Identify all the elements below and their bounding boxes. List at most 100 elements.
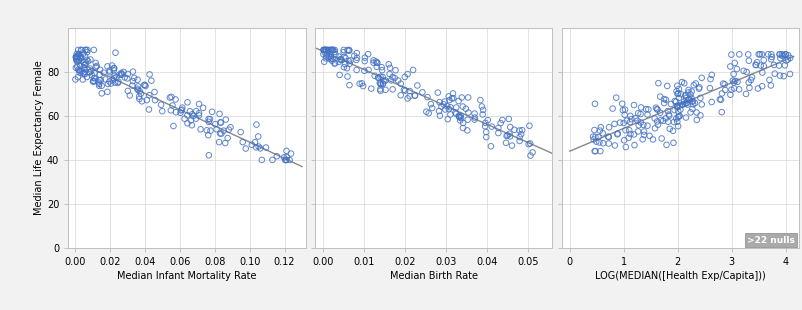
Point bbox=[76, 77, 89, 82]
Point bbox=[640, 123, 653, 128]
Point bbox=[280, 157, 293, 162]
Point bbox=[623, 131, 636, 136]
Point bbox=[607, 122, 620, 126]
Point bbox=[654, 117, 666, 122]
Point bbox=[663, 101, 676, 106]
Point bbox=[196, 105, 209, 110]
Point bbox=[169, 97, 182, 102]
Point bbox=[764, 52, 777, 57]
Point bbox=[79, 69, 91, 74]
Point bbox=[745, 75, 758, 80]
Point bbox=[374, 81, 387, 86]
Point bbox=[328, 47, 341, 52]
Point bbox=[383, 72, 395, 77]
Point bbox=[670, 105, 683, 110]
Point bbox=[678, 95, 691, 100]
Point bbox=[622, 128, 635, 133]
Point bbox=[249, 145, 262, 150]
Point bbox=[586, 134, 599, 139]
Point bbox=[476, 112, 488, 117]
Point bbox=[277, 155, 290, 160]
Point bbox=[443, 98, 456, 103]
Point bbox=[628, 116, 641, 121]
Point bbox=[133, 89, 146, 94]
Point bbox=[342, 47, 355, 52]
Point bbox=[432, 108, 445, 113]
Point bbox=[681, 90, 694, 95]
Point bbox=[325, 47, 338, 52]
Point bbox=[373, 81, 386, 86]
Point bbox=[356, 84, 369, 89]
Point bbox=[107, 68, 120, 73]
Point bbox=[514, 132, 527, 137]
Point bbox=[493, 121, 506, 126]
Point bbox=[92, 81, 105, 86]
Point bbox=[371, 75, 384, 80]
Point bbox=[508, 127, 520, 132]
Point bbox=[512, 135, 525, 140]
Point bbox=[132, 94, 145, 99]
Point bbox=[687, 83, 699, 88]
Point bbox=[484, 124, 497, 129]
Point bbox=[180, 113, 193, 118]
Point bbox=[627, 103, 640, 108]
Point bbox=[222, 127, 235, 132]
Point bbox=[776, 74, 789, 79]
Point bbox=[347, 53, 360, 58]
Point bbox=[355, 81, 368, 86]
Point bbox=[622, 135, 634, 140]
Point bbox=[133, 96, 146, 101]
Point bbox=[650, 122, 663, 127]
Point bbox=[69, 77, 82, 82]
Point bbox=[342, 59, 354, 64]
Point bbox=[376, 81, 389, 86]
Point bbox=[618, 113, 630, 117]
Point bbox=[602, 135, 614, 140]
Point bbox=[704, 72, 717, 77]
Point bbox=[341, 48, 354, 53]
Point bbox=[688, 100, 701, 105]
Point bbox=[79, 61, 92, 66]
Point bbox=[602, 125, 614, 130]
Point bbox=[255, 157, 268, 162]
Point bbox=[142, 107, 155, 112]
Point bbox=[647, 116, 660, 121]
Point bbox=[88, 79, 101, 84]
Point bbox=[322, 54, 335, 59]
Point bbox=[669, 99, 682, 104]
Point bbox=[609, 95, 622, 100]
Point bbox=[512, 128, 525, 133]
Point bbox=[108, 80, 121, 85]
Point bbox=[631, 123, 644, 128]
Point bbox=[730, 79, 743, 84]
Point bbox=[350, 68, 363, 73]
Point bbox=[318, 50, 330, 55]
Point bbox=[781, 53, 794, 58]
Point bbox=[108, 73, 121, 78]
Point bbox=[646, 137, 658, 142]
Point bbox=[326, 47, 338, 52]
Point bbox=[164, 95, 176, 100]
Point bbox=[672, 86, 685, 91]
Point bbox=[176, 105, 188, 110]
Point bbox=[93, 72, 106, 77]
Point bbox=[71, 59, 83, 64]
Point bbox=[468, 111, 480, 116]
Point bbox=[703, 77, 716, 82]
Point bbox=[615, 101, 628, 106]
Point bbox=[683, 110, 696, 115]
Point bbox=[103, 68, 115, 73]
Point bbox=[350, 57, 363, 62]
Point bbox=[332, 60, 345, 64]
Point bbox=[692, 85, 705, 90]
Point bbox=[75, 47, 87, 52]
Point bbox=[337, 47, 350, 52]
Point bbox=[134, 91, 147, 96]
Point bbox=[691, 86, 704, 91]
Point bbox=[777, 63, 790, 68]
Point bbox=[586, 137, 599, 142]
Point bbox=[107, 76, 120, 81]
Point bbox=[727, 60, 740, 65]
Point bbox=[748, 62, 761, 67]
Point bbox=[401, 72, 414, 77]
